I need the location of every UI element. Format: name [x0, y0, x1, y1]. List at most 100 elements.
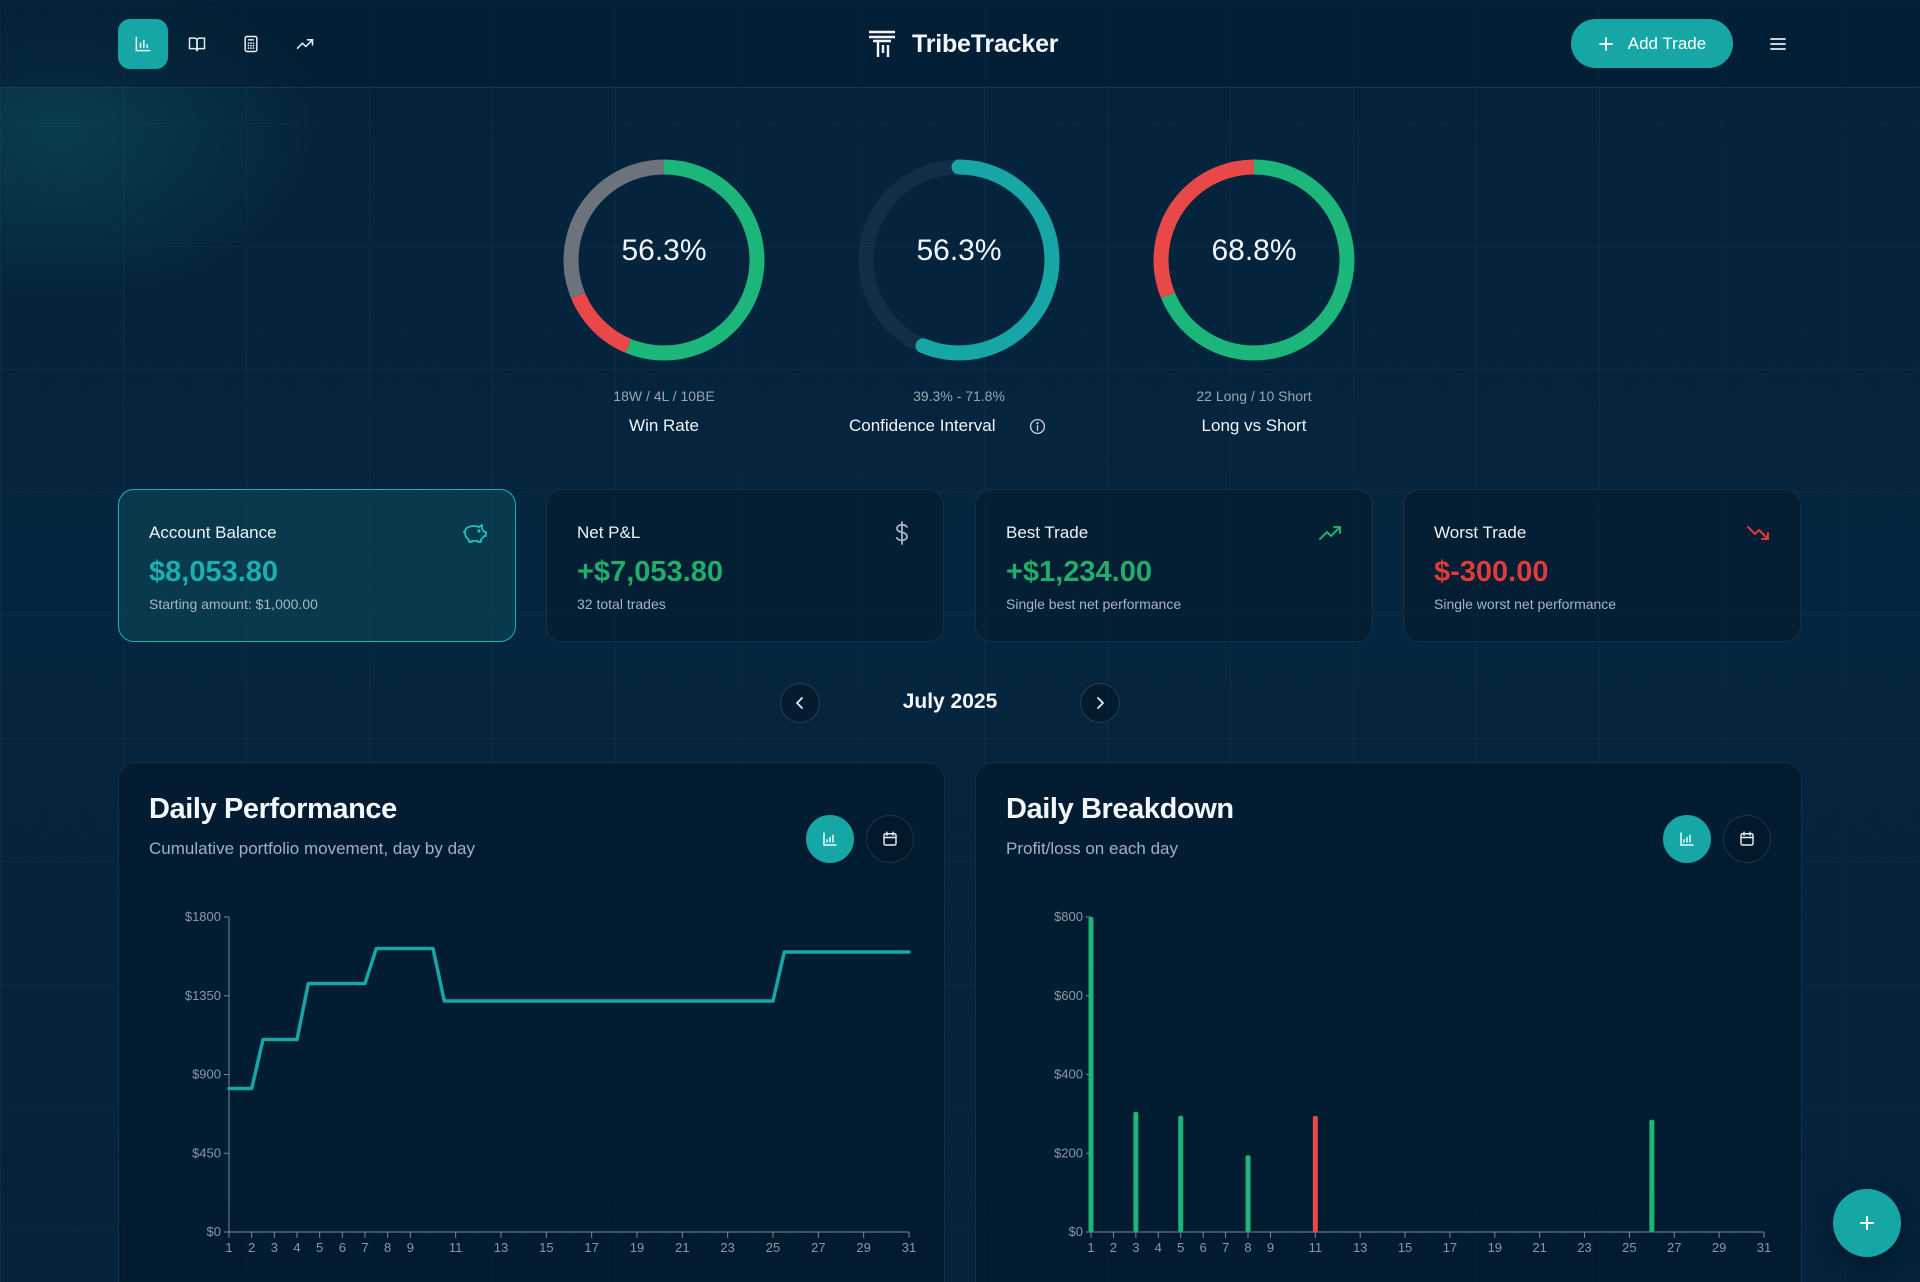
piggy-bank-icon [463, 524, 487, 543]
bar-chart-icon [1680, 832, 1694, 846]
nav-journal-button[interactable] [172, 19, 222, 69]
panel-title: Daily Performance [149, 793, 397, 825]
x-tick-label: 15 [1398, 1240, 1412, 1255]
chevron-right-icon [1097, 697, 1104, 709]
top-header: TribeTracker Add Trade [0, 0, 1920, 88]
card-subtitle: Single best net performance [1006, 596, 1182, 612]
y-tick-label: $0 [207, 1224, 221, 1239]
x-tick-label: 13 [494, 1240, 508, 1255]
x-tick-label: 27 [1667, 1240, 1681, 1255]
account-balance-card[interactable]: Account Balance $8,053.80 Starting amoun… [118, 489, 516, 642]
account-balance-value: $8,053.80 [149, 556, 279, 588]
brand[interactable]: TribeTracker [866, 24, 1059, 64]
x-tick-label: 2 [248, 1240, 255, 1255]
y-tick-label: $1800 [185, 909, 221, 924]
donut-segment-breakeven [563, 159, 765, 361]
win-rate-stat: 56.3% 18W / 4L / 10BE Win Rate [554, 150, 774, 436]
long-vs-short-donut [1153, 159, 1355, 361]
bar-day-26 [1649, 1119, 1655, 1232]
floating-add-button[interactable] [1833, 1189, 1901, 1257]
long-vs-short-label: Long vs Short [1201, 416, 1307, 435]
calendar-view-button[interactable] [866, 815, 914, 863]
nav-dashboard-button[interactable] [118, 19, 168, 69]
x-tick-label: 31 [902, 1240, 916, 1255]
x-tick-label: 11 [1309, 1240, 1323, 1255]
chart-view-button[interactable] [1663, 815, 1711, 863]
menu-button[interactable] [1762, 28, 1794, 60]
chart-view-button[interactable] [806, 815, 854, 863]
calendar-icon [1740, 831, 1754, 846]
x-tick-label: 3 [1132, 1240, 1139, 1255]
panel-subtitle: Cumulative portfolio movement, day by da… [149, 839, 475, 858]
book-icon [188, 37, 206, 52]
x-tick-label: 9 [1267, 1240, 1274, 1255]
x-tick-label: 6 [339, 1240, 346, 1255]
x-tick-label: 11 [449, 1240, 463, 1255]
card-subtitle: Single worst net performance [1434, 596, 1617, 612]
calendar-icon [883, 831, 897, 846]
confidence-range: 39.3% - 71.8% [913, 388, 1005, 404]
x-tick-label: 9 [407, 1240, 414, 1255]
x-tick-label: 7 [361, 1240, 368, 1255]
donut-arc [858, 159, 1060, 361]
x-tick-label: 25 [1622, 1240, 1636, 1255]
brand-title: TribeTracker [912, 29, 1059, 58]
x-tick-label: 21 [1532, 1240, 1546, 1255]
nav-calculator-button[interactable] [226, 19, 276, 69]
logo-icon [869, 30, 895, 57]
dollar-sign-icon [895, 521, 908, 545]
net-pnl-card[interactable]: Net P&L +$7,053.80 32 total trades [546, 489, 944, 642]
donut-segment-short [1153, 159, 1355, 361]
long-vs-short-stat: 68.8% 22 Long / 10 Short Long vs Short [1144, 150, 1364, 436]
x-tick-label: 4 [293, 1240, 300, 1255]
y-tick-label: $600 [1054, 988, 1083, 1003]
bar-day-3 [1133, 1111, 1139, 1232]
x-tick-label: 19 [630, 1240, 644, 1255]
x-tick-label: 7 [1222, 1240, 1229, 1255]
x-tick-label: 5 [316, 1240, 323, 1255]
win-rate-breakdown: 18W / 4L / 10BE [613, 388, 715, 404]
worst-trade-value: $-300.00 [1434, 556, 1549, 588]
plus-icon [1598, 36, 1613, 51]
confidence-interval-donut [858, 159, 1060, 361]
x-tick-label: 29 [856, 1240, 870, 1255]
x-tick-label: 8 [384, 1240, 391, 1255]
y-tick-label: $450 [192, 1145, 221, 1160]
bar-day-5 [1178, 1115, 1184, 1232]
worst-trade-card[interactable]: Worst Trade $-300.00 Single worst net pe… [1403, 489, 1801, 642]
trending-up-icon [296, 39, 314, 49]
confidence-interval-label: Confidence Interval [849, 416, 996, 435]
x-tick-label: 13 [1353, 1240, 1367, 1255]
add-trade-button[interactable]: Add Trade [1571, 19, 1733, 68]
info-icon[interactable] [1029, 418, 1046, 435]
hamburger-menu-icon [1770, 38, 1786, 50]
add-trade-label: Add Trade [1627, 33, 1707, 53]
x-tick-label: 4 [1155, 1240, 1162, 1255]
month-label: July 2025 [902, 690, 998, 713]
x-tick-label: 15 [539, 1240, 553, 1255]
best-trade-card[interactable]: Best Trade +$1,234.00 Single best net pe… [975, 489, 1373, 642]
x-tick-label: 23 [1577, 1240, 1591, 1255]
next-month-button[interactable] [1080, 683, 1120, 723]
bar-day-1 [1088, 917, 1094, 1232]
long-short-breakdown: 22 Long / 10 Short [1196, 388, 1312, 404]
trending-down-icon [1747, 526, 1769, 540]
panel-title: Daily Breakdown [1006, 793, 1234, 825]
bar-chart-icon [135, 36, 151, 52]
x-tick-label: 5 [1177, 1240, 1184, 1255]
trending-up-icon [1319, 526, 1341, 540]
x-tick-label: 21 [675, 1240, 689, 1255]
x-tick-label: 31 [1757, 1240, 1771, 1255]
net-pnl-value: +$7,053.80 [577, 556, 723, 588]
x-tick-label: 27 [811, 1240, 825, 1255]
x-tick-label: 25 [766, 1240, 780, 1255]
card-subtitle: Starting amount: $1,000.00 [149, 596, 318, 612]
chevron-left-icon [796, 697, 803, 709]
calendar-view-button[interactable] [1723, 815, 1771, 863]
nav-analytics-button[interactable] [280, 19, 330, 69]
card-subtitle: 32 total trades [577, 596, 666, 612]
previous-month-button[interactable] [780, 683, 820, 723]
x-tick-label: 17 [584, 1240, 598, 1255]
